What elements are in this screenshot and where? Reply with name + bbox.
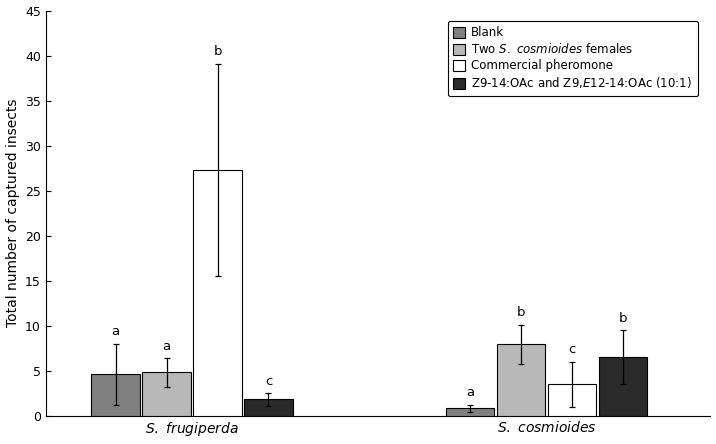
Legend: Blank, Two $\it{S.\ cosmioides}$ females, Commercial pheromone, Z9-14:OAc and Z9: Blank, Two $\it{S.\ cosmioides}$ females… — [448, 20, 698, 96]
Bar — [193, 170, 242, 416]
Text: b: b — [213, 45, 222, 58]
Text: a: a — [466, 386, 474, 400]
Bar — [244, 400, 293, 416]
Bar — [548, 384, 596, 416]
Text: a: a — [112, 325, 120, 338]
Bar — [142, 373, 191, 416]
Bar — [497, 345, 546, 416]
Bar — [91, 374, 140, 416]
Y-axis label: Total number of captured insects: Total number of captured insects — [6, 99, 19, 327]
Bar — [599, 357, 647, 416]
Text: b: b — [517, 306, 526, 319]
Text: c: c — [265, 375, 272, 388]
Text: a: a — [163, 340, 170, 353]
Bar — [446, 408, 495, 416]
Text: c: c — [569, 343, 576, 356]
Text: b: b — [619, 312, 627, 325]
